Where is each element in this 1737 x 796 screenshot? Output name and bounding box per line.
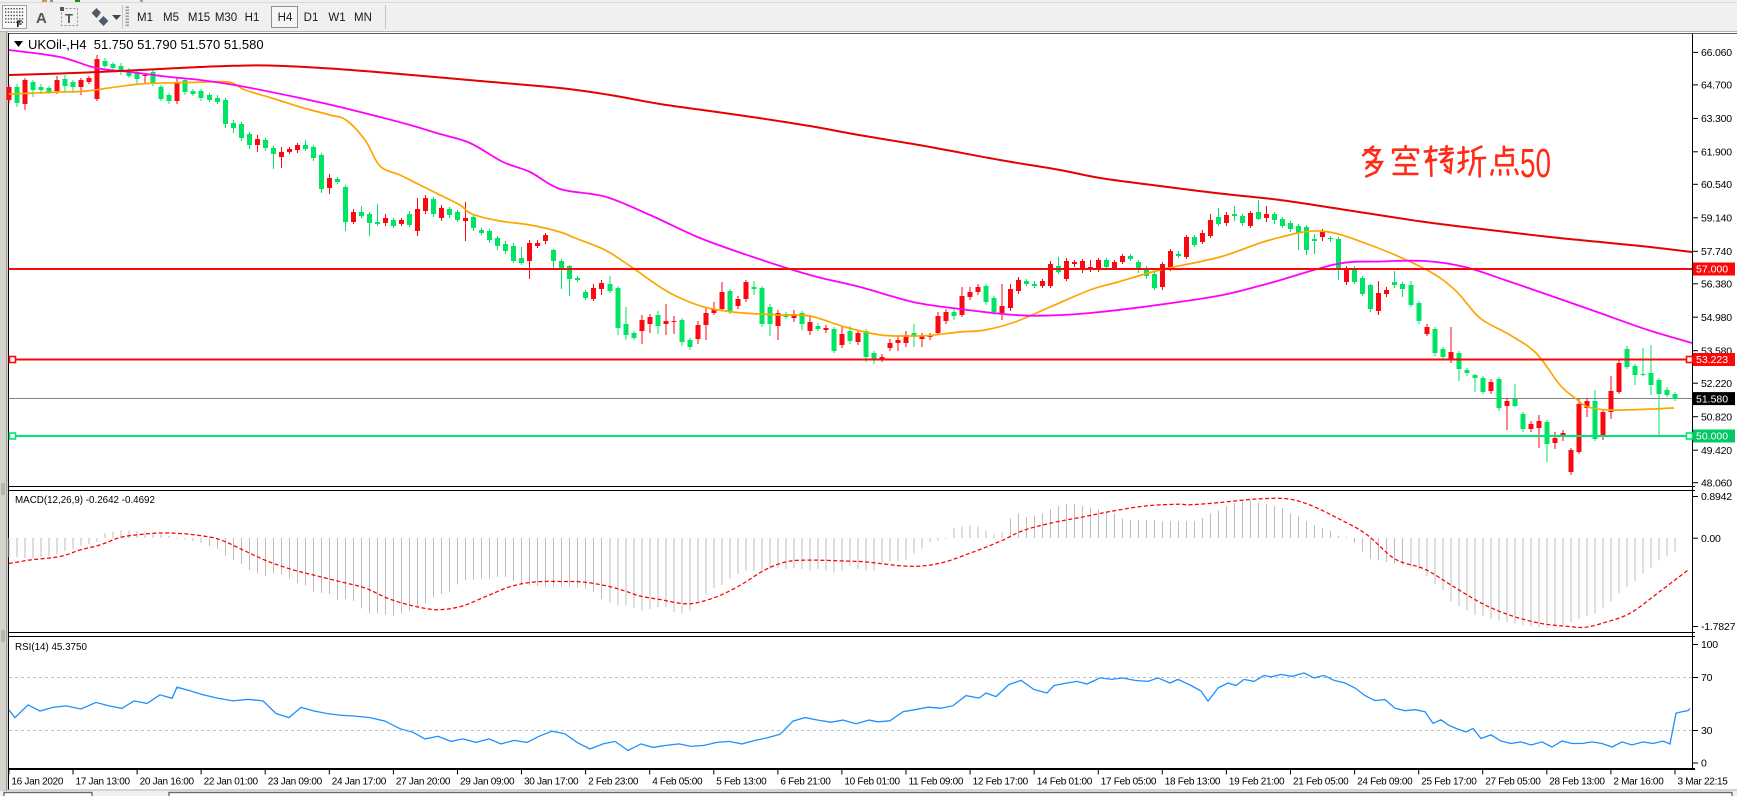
svg-text:30 Jan 17:00: 30 Jan 17:00 (524, 777, 579, 788)
svg-text:W1: W1 (328, 12, 345, 24)
svg-text:UKOil-,H4 51.750 51.790 51.57: UKOil-,H4 51.750 51.790 51.570 51.580 (28, 37, 264, 52)
svg-text:10 Feb 01:00: 10 Feb 01:00 (844, 777, 900, 788)
svg-text:53.223: 53.223 (1696, 354, 1728, 366)
svg-text:70: 70 (1701, 672, 1713, 684)
svg-text:19 Feb 21:00: 19 Feb 21:00 (1229, 777, 1285, 788)
svg-text:12 Feb 17:00: 12 Feb 17:00 (973, 777, 1029, 788)
svg-text:27 Jan 20:00: 27 Jan 20:00 (396, 777, 451, 788)
svg-text:H4: H4 (278, 12, 293, 24)
svg-text:M1: M1 (137, 12, 153, 24)
svg-text:28 Feb 13:00: 28 Feb 13:00 (1549, 777, 1605, 788)
svg-text:-1.7827: -1.7827 (1701, 621, 1736, 633)
svg-text:25 Feb 17:00: 25 Feb 17:00 (1421, 777, 1477, 788)
svg-text:D1: D1 (304, 12, 319, 24)
svg-text:30: 30 (1701, 725, 1713, 737)
svg-text:2 Mar 16:00: 2 Mar 16:00 (1613, 777, 1664, 788)
svg-text:MACD(12,26,9) -0.2642 -0.4692: MACD(12,26,9) -0.2642 -0.4692 (15, 495, 155, 506)
svg-text:54.980: 54.980 (1701, 312, 1732, 324)
svg-text:50: 50 (1520, 140, 1551, 186)
svg-text:M30: M30 (215, 12, 237, 24)
svg-text:6 Feb 21:00: 6 Feb 21:00 (780, 777, 831, 788)
svg-text:A: A (36, 10, 47, 27)
svg-text:50.820: 50.820 (1701, 411, 1732, 423)
svg-text:16 Jan 2020: 16 Jan 2020 (11, 777, 63, 788)
svg-text:T: T (65, 11, 73, 26)
svg-text:63.300: 63.300 (1701, 113, 1732, 125)
svg-text:27 Feb 05:00: 27 Feb 05:00 (1485, 777, 1541, 788)
svg-text:H1: H1 (245, 12, 260, 24)
svg-text:59.140: 59.140 (1701, 213, 1732, 225)
svg-text:M5: M5 (163, 12, 179, 24)
svg-text:2 Feb 23:00: 2 Feb 23:00 (588, 777, 639, 788)
svg-text:50.000: 50.000 (1696, 431, 1728, 443)
svg-text:66.060: 66.060 (1701, 47, 1732, 59)
svg-text:48.060: 48.060 (1701, 477, 1732, 489)
svg-text:57.740: 57.740 (1701, 246, 1732, 258)
svg-text:49.420: 49.420 (1701, 445, 1732, 457)
svg-text:17 Feb 05:00: 17 Feb 05:00 (1101, 777, 1157, 788)
svg-text:22 Jan 01:00: 22 Jan 01:00 (204, 777, 259, 788)
svg-text:MN: MN (354, 12, 372, 24)
svg-text:17 Jan 13:00: 17 Jan 13:00 (76, 777, 131, 788)
svg-text:57.000: 57.000 (1696, 264, 1728, 276)
svg-text:20 Jan 16:00: 20 Jan 16:00 (140, 777, 195, 788)
svg-text:3 Mar 22:15: 3 Mar 22:15 (1678, 777, 1729, 788)
svg-text:56.380: 56.380 (1701, 279, 1732, 291)
svg-text:M15: M15 (188, 12, 210, 24)
svg-text:23 Jan 09:00: 23 Jan 09:00 (268, 777, 323, 788)
svg-text:11 Feb 09:00: 11 Feb 09:00 (909, 777, 964, 788)
svg-text:51.580: 51.580 (1696, 393, 1728, 405)
svg-text:52.220: 52.220 (1701, 378, 1732, 390)
svg-text:RSI(14) 45.3750: RSI(14) 45.3750 (15, 642, 87, 653)
svg-text:64.700: 64.700 (1701, 80, 1732, 92)
svg-text:5 Feb 13:00: 5 Feb 13:00 (716, 777, 767, 788)
svg-text:0.00: 0.00 (1701, 533, 1721, 545)
svg-text:24 Jan 17:00: 24 Jan 17:00 (332, 777, 387, 788)
svg-text:18 Feb 13:00: 18 Feb 13:00 (1165, 777, 1221, 788)
svg-text:F: F (17, 19, 23, 30)
svg-text:0.8942: 0.8942 (1701, 491, 1732, 503)
svg-text:0: 0 (1701, 758, 1707, 770)
svg-text:61.900: 61.900 (1701, 147, 1732, 159)
svg-text:4 Feb 05:00: 4 Feb 05:00 (652, 777, 703, 788)
svg-text:21 Feb 05:00: 21 Feb 05:00 (1293, 777, 1349, 788)
svg-text:24 Feb 09:00: 24 Feb 09:00 (1357, 777, 1413, 788)
svg-text:14 Feb 01:00: 14 Feb 01:00 (1037, 777, 1093, 788)
svg-text:29 Jan 09:00: 29 Jan 09:00 (460, 777, 515, 788)
svg-text:100: 100 (1701, 639, 1718, 651)
svg-text:60.540: 60.540 (1701, 179, 1732, 191)
